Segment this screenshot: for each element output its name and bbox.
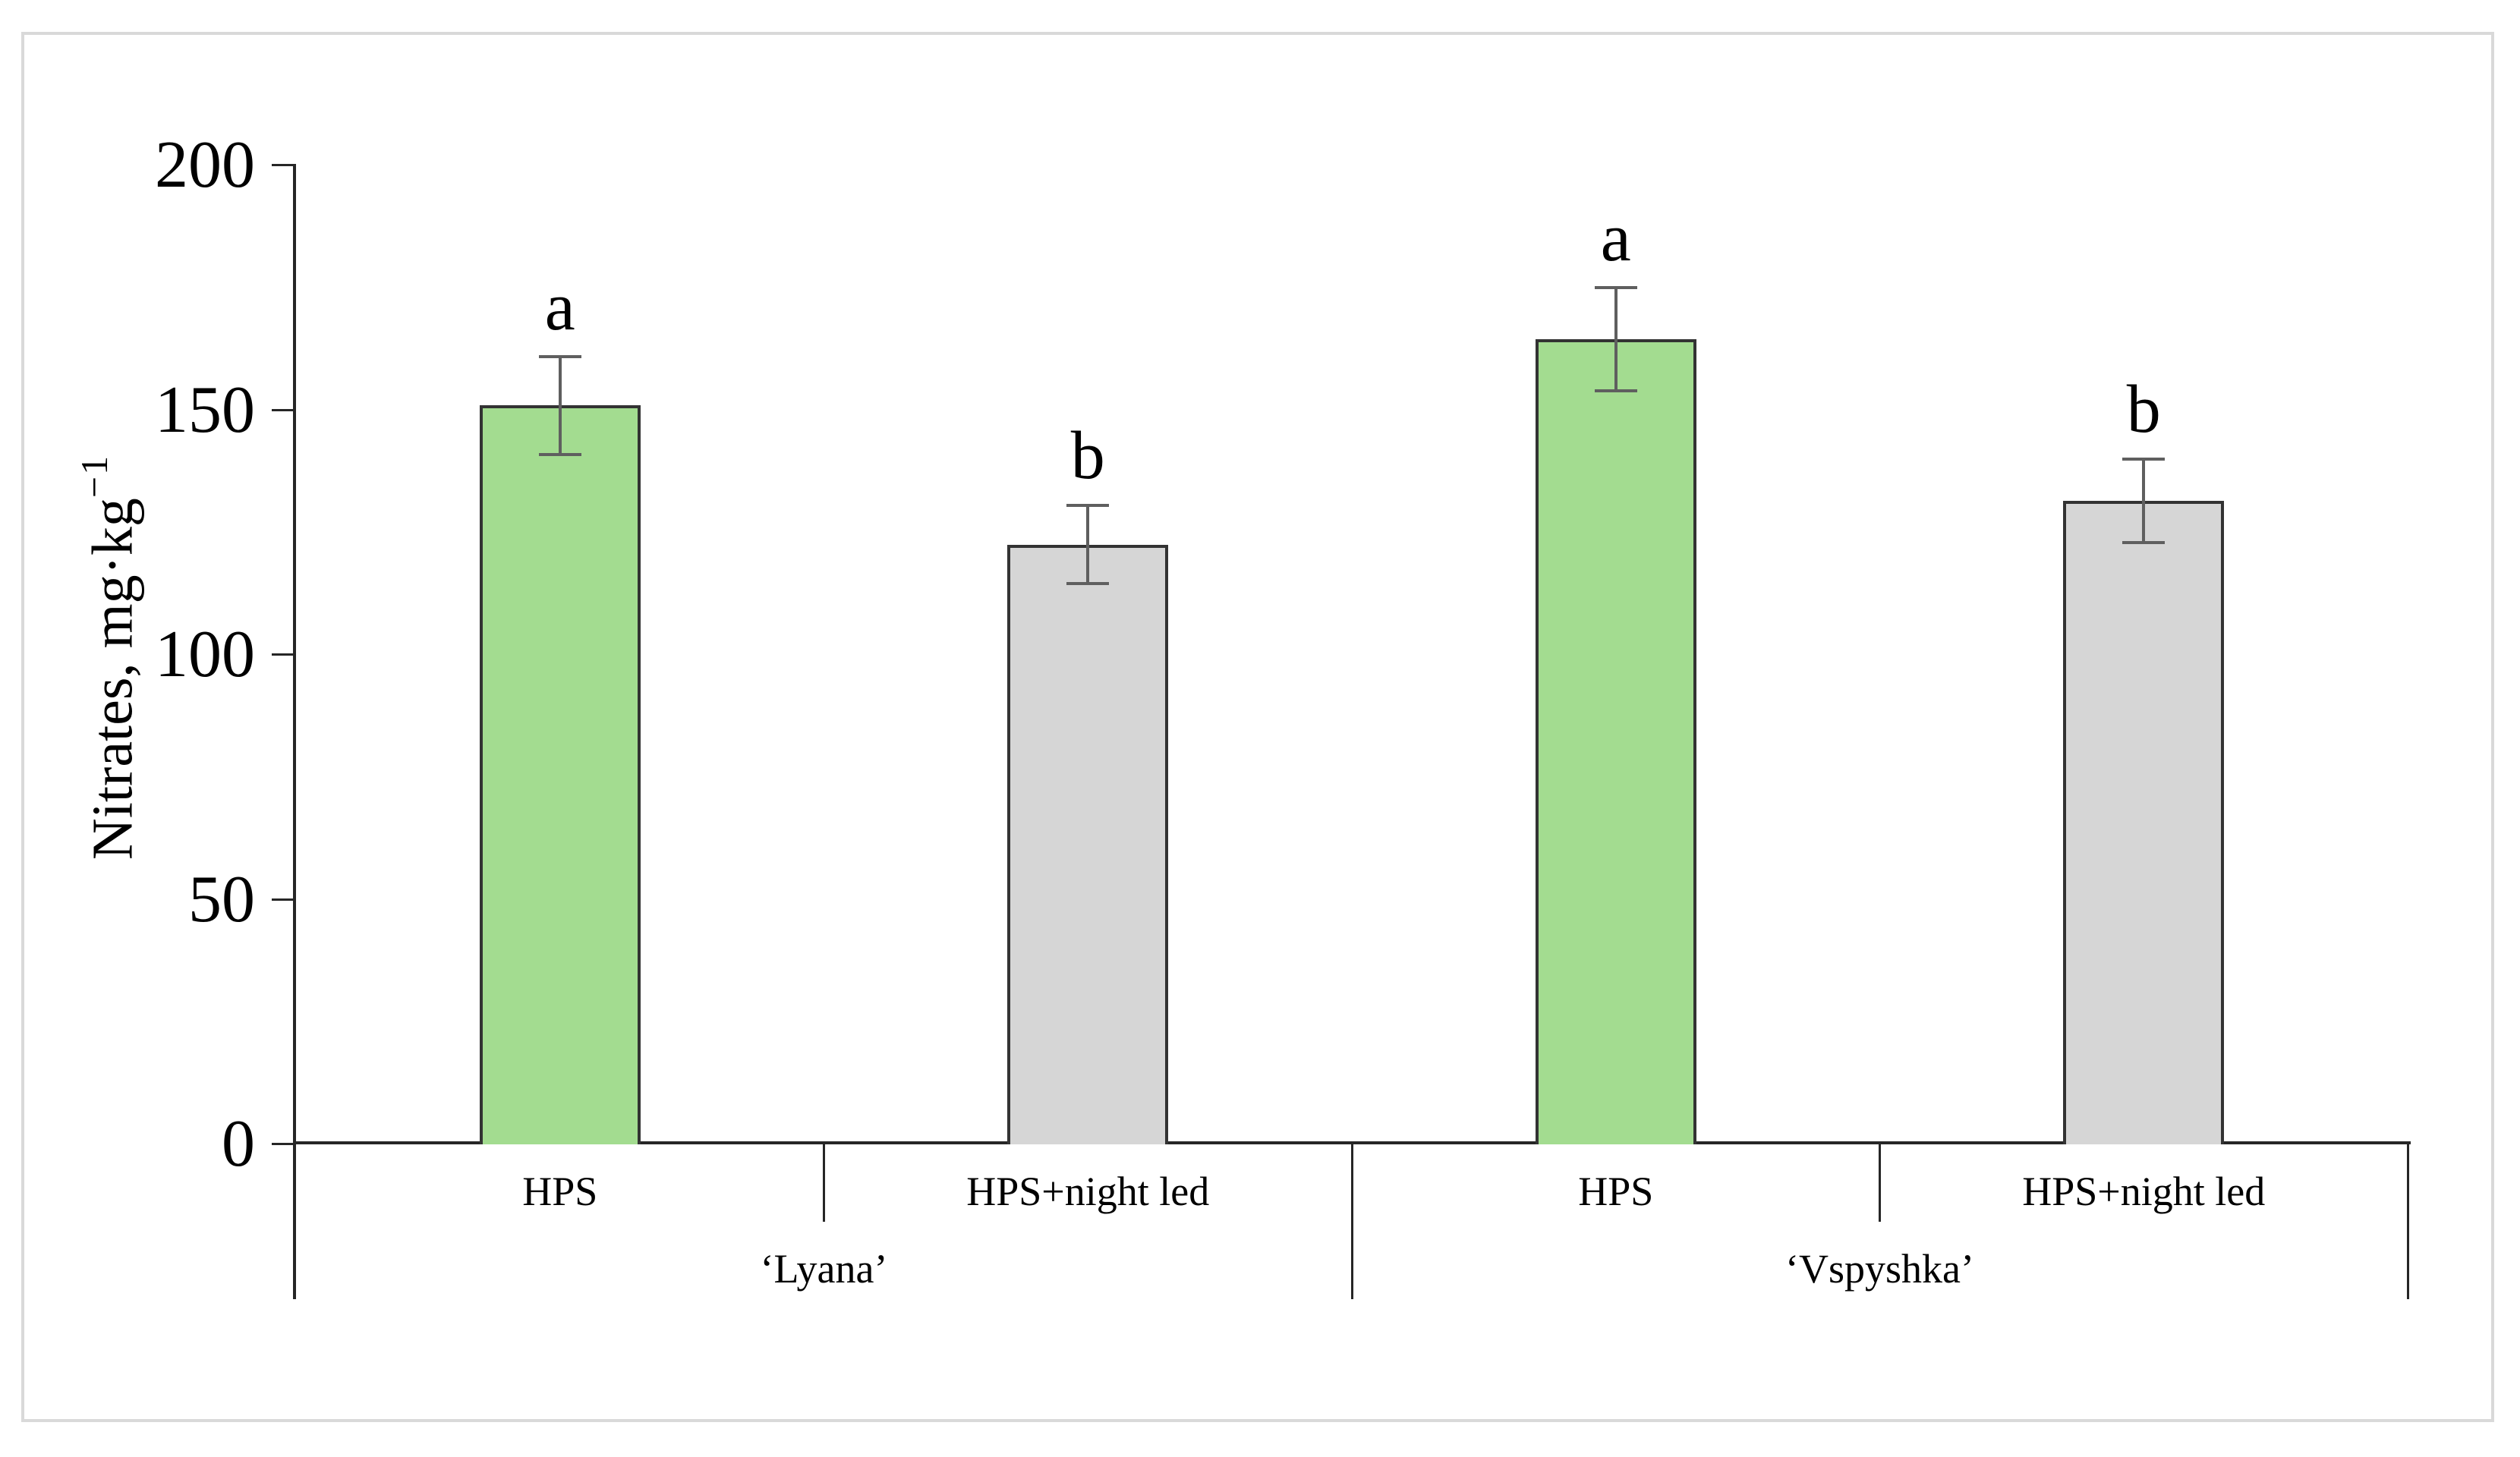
error-bar-cap-top xyxy=(538,354,581,358)
category-separator-major xyxy=(2406,1144,2409,1299)
category-label: HPS+night led xyxy=(2022,1169,2266,1214)
category-separator-major xyxy=(1350,1144,1353,1299)
error-bar-cap-bottom xyxy=(1594,389,1637,392)
category-separator-minor xyxy=(1879,1144,1881,1222)
y-axis-line xyxy=(293,165,296,1299)
y-tick-label: 200 xyxy=(155,128,255,202)
error-bar-cap-bottom xyxy=(2122,540,2166,544)
bar xyxy=(1007,544,1169,1144)
significance-letter: b xyxy=(1070,418,1105,494)
y-tick xyxy=(272,898,296,901)
y-tick-label: 150 xyxy=(155,373,255,447)
y-axis-title-superscript: −1 xyxy=(73,454,115,499)
significance-letter: a xyxy=(1600,200,1631,276)
figure-border xyxy=(21,32,2494,1422)
error-bar-cap-bottom xyxy=(538,452,581,456)
y-tick-label: 100 xyxy=(155,618,255,691)
error-bar-cap-top xyxy=(1066,504,1110,508)
y-tick xyxy=(272,164,296,166)
y-tick-label: 50 xyxy=(188,862,255,936)
error-bar xyxy=(1614,288,1618,391)
significance-letter: a xyxy=(544,269,575,345)
error-bar xyxy=(558,356,562,455)
bar xyxy=(2063,500,2225,1144)
category-label: HPS xyxy=(522,1169,598,1214)
category-separator-minor xyxy=(823,1144,825,1222)
y-tick xyxy=(272,408,296,411)
x-axis-line xyxy=(296,1141,2411,1144)
error-bar-cap-top xyxy=(1594,286,1637,290)
group-label: ‘Lyana’ xyxy=(760,1246,888,1292)
y-tick xyxy=(272,1143,296,1145)
error-bar xyxy=(2142,459,2146,543)
category-label: HPS+night led xyxy=(966,1169,1210,1214)
error-bar-cap-bottom xyxy=(1066,582,1110,586)
error-bar-cap-top xyxy=(2122,458,2166,461)
y-tick xyxy=(272,653,296,656)
category-label: HPS xyxy=(1578,1169,1654,1214)
bar xyxy=(479,405,641,1144)
bar xyxy=(1535,338,1696,1144)
y-tick-label: 0 xyxy=(222,1107,255,1181)
error-bar xyxy=(1086,505,1090,584)
significance-letter: b xyxy=(2126,372,2161,447)
group-label: ‘Vspyshka’ xyxy=(1785,1246,1974,1292)
